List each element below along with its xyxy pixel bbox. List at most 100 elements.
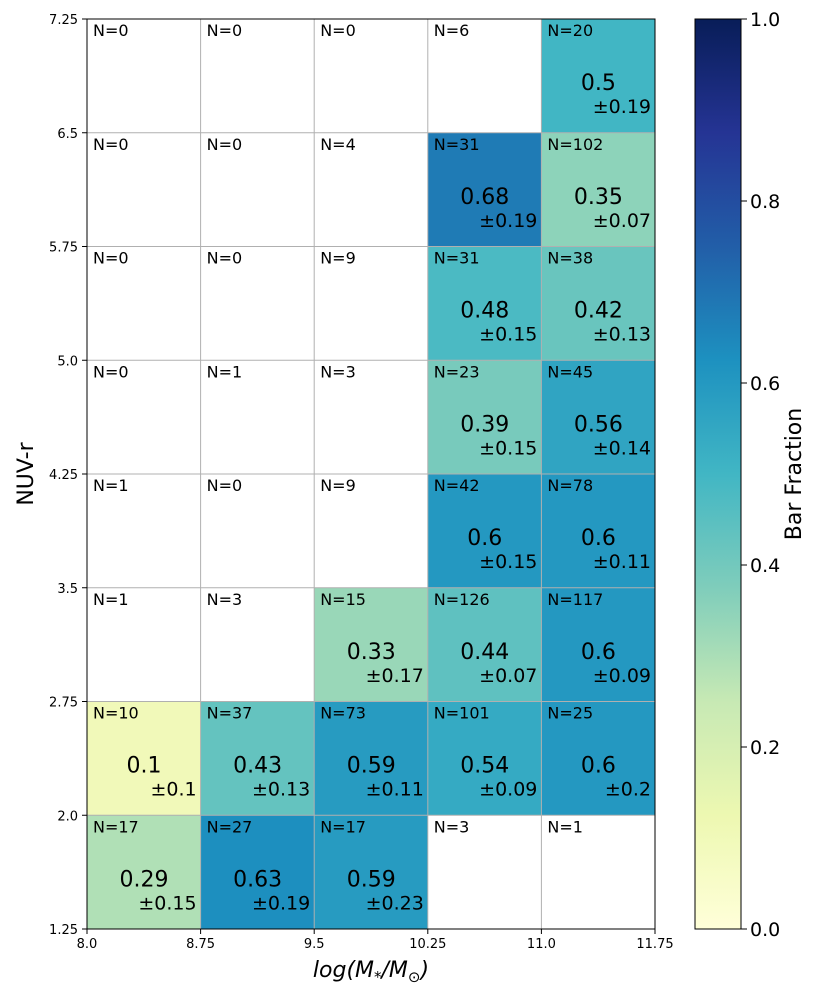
cell-fraction-label: 0.6 [581,754,616,779]
cell-count-label: N=78 [547,476,593,495]
cell-count-label: N=1 [93,590,129,609]
cell-count-label: N=1 [547,817,583,836]
cell-error-label: ±0.13 [593,324,651,346]
cell-fraction-label: 0.54 [460,754,509,779]
y-tick-label: 2.75 [49,696,78,711]
colorbar-tick-label: 0.0 [750,919,780,941]
colorbar-tick-label: 0.8 [750,191,780,213]
heatmap-cell [314,815,428,929]
cell-count-label: N=38 [547,249,593,268]
x-tick-label: 8.75 [186,937,215,952]
colorbar-tick-label: 0.6 [750,373,780,395]
cell-count-label: N=126 [434,590,490,609]
cell-fraction-label: 0.33 [347,640,396,665]
cell-error-label: ±0.07 [479,665,537,687]
cell-fraction-label: 0.68 [460,185,509,210]
x-tick-label: 11.75 [636,937,673,952]
cell-fraction-label: 0.44 [460,640,509,665]
heatmap-cell [541,474,655,588]
cell-count-label: N=4 [320,135,356,154]
y-tick-label: 3.5 [57,582,78,597]
cell-fraction-label: 0.6 [581,640,616,665]
y-tick-label: 5.0 [57,354,78,369]
heatmap-cell [87,815,201,929]
cell-count-label: N=45 [547,362,593,381]
heatmap-cell [541,246,655,361]
cell-count-label: N=0 [207,249,243,268]
heatmap-cell [541,701,655,816]
cell-error-label: ±0.09 [593,665,651,687]
heatmap-cell [314,701,428,816]
cell-count-label: N=31 [434,135,480,154]
heatmap-cell [427,587,542,702]
cell-error-label: ±0.19 [593,96,651,118]
cell-fraction-label: 0.43 [233,754,282,779]
colorbar: 0.0 0.2 0.4 0.6 0.8 1.0 Bar Fraction [694,9,807,941]
cell-count-label: N=17 [320,817,366,836]
heatmap-cell [541,19,655,133]
cell-count-label: N=37 [207,704,253,723]
cell-error-label: ±0.15 [479,551,537,573]
cell-count-label: N=20 [547,21,593,40]
cell-fraction-label: 0.42 [574,299,623,324]
axes: 8.0 8.75 9.5 10.25 11.0 11.75 1.25 2.0 2.75 3.5 4.… [49,13,674,952]
cell-count-label: N=31 [434,249,480,268]
cell-count-label: N=0 [207,135,243,154]
y-tick-label: 6.5 [57,127,78,142]
cell-error-label: ±0.2 [605,779,651,801]
y-tick-label: 4.25 [49,468,78,483]
cell-error-label: ±0.15 [479,324,537,346]
cell-error-label: ±0.11 [366,779,424,801]
y-tick-label: 2.0 [57,809,78,824]
cell-count-label: N=0 [207,21,243,40]
cell-error-label: ±0.09 [479,779,537,801]
cell-count-label: N=102 [547,135,603,154]
cell-count-label: N=9 [320,249,356,268]
cell-count-label: N=23 [434,362,480,381]
y-tick-label: 7.25 [49,13,78,28]
cell-count-label: N=6 [434,21,470,40]
cell-count-label: N=73 [320,704,366,723]
cell-error-label: ±0.19 [252,892,310,914]
cell-fraction-label: 0.63 [233,867,282,892]
cell-fraction-label: 0.6 [581,526,616,551]
gridlines [87,19,655,929]
cell-fraction-label: 0.6 [467,526,502,551]
heatmap-cell [427,474,542,588]
cell-fraction-label: 0.35 [574,185,623,210]
cell-error-label: ±0.17 [366,665,424,687]
cell-count-label: N=15 [320,590,366,609]
cell-count-label: N=101 [434,704,490,723]
heatmap-cell [87,701,201,816]
heatmap-cell [541,132,655,247]
heatmap-cell [541,587,655,702]
heatmap-cell [200,815,315,929]
cell-count-label: N=1 [207,362,243,381]
cell-count-label: N=0 [93,135,129,154]
colorbar-tick-label: 0.2 [750,737,780,759]
cell-count-label: N=27 [207,817,253,836]
cell-error-label: ±0.15 [479,437,537,459]
cell-error-label: ±0.11 [593,551,651,573]
y-axis-label: NUV-r [14,441,39,505]
cell-fraction-label: 0.59 [347,754,396,779]
heatmap-cells [87,19,655,929]
cell-error-label: ±0.1 [150,779,196,801]
cell-count-label: N=0 [93,21,129,40]
heatmap-cell [541,360,655,474]
cell-error-label: ±0.14 [593,437,651,459]
cell-count-label: N=3 [207,590,243,609]
cell-count-label: N=10 [93,704,139,723]
heatmap-cell [427,360,542,474]
cell-fraction-label: 0.1 [127,754,162,779]
y-tick-label: 5.75 [49,241,78,256]
heatmap-cell [427,132,542,247]
cell-count-label: N=25 [547,704,593,723]
cell-error-label: ±0.07 [593,210,651,232]
y-tick-label: 1.25 [49,923,78,938]
x-tick-label: 9.5 [304,937,325,952]
cell-fraction-label: 0.48 [460,299,509,324]
cell-annotations: N=0 N=0 N=0 N=6 N=200.5±0.19N=0 N=0 N=4 N=310.6… [93,21,651,914]
cell-fraction-label: 0.59 [347,867,396,892]
